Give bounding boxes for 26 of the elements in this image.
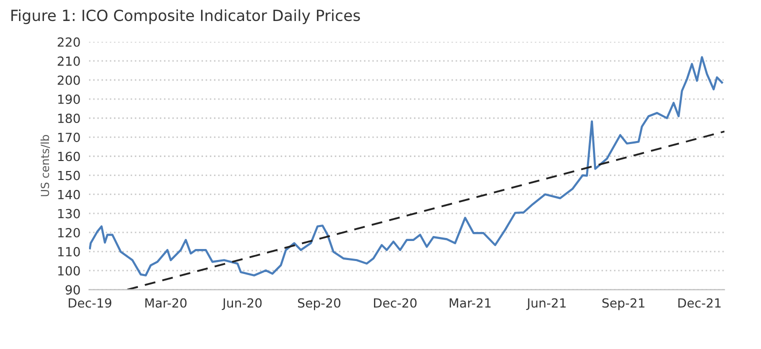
x-tick-label: Sep-21 [602,298,644,310]
y-tick-label: 220 [58,37,80,47]
x-tick-label: Mar-20 [145,298,187,308]
y-tick-label: 170 [58,132,80,142]
y-tick-label: 160 [58,152,80,162]
y-tick-label: 180 [58,114,80,124]
y-tick-label: 100 [58,266,80,276]
y-tick-label: 130 [58,208,80,218]
x-tick-label: Jun-20 [222,298,262,310]
y-tick-label: 140 [58,190,80,200]
y-tick-label: 120 [58,228,80,238]
y-tick-label: 90 [66,285,80,295]
y-tick-label: 200 [58,75,80,85]
x-tick-label: Mar-21 [450,298,491,308]
line-series [89,56,724,276]
y-axis-title: US cents/lb [40,135,50,196]
x-tick-label: Dec-19 [68,298,112,308]
y-tick-label: 150 [58,170,80,180]
x-tick-label: Dec-21 [678,298,721,308]
x-tick-label: Sep-20 [298,298,340,310]
y-tick-label: 190 [58,94,80,104]
x-tick-label: Dec-20 [374,298,417,308]
y-tick-label: 210 [58,56,80,66]
chart-title: Figure 1: ICO Composite Indicator Daily Prices [11,9,360,24]
x-tick-label: Jun-21 [526,298,566,310]
y-tick-label: 110 [58,247,80,256]
